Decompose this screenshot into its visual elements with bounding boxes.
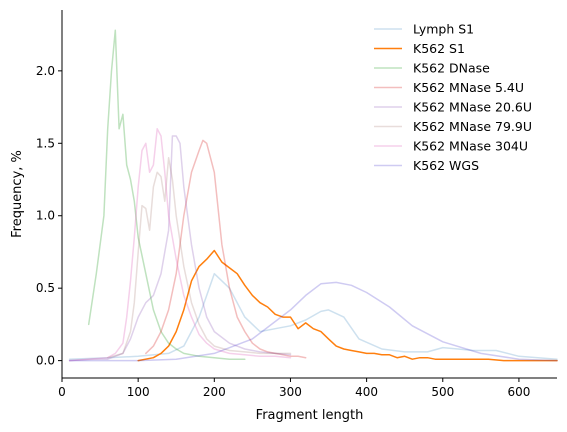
legend-label: K562 S1 bbox=[413, 41, 465, 56]
y-axis-label: Frequency, % bbox=[10, 150, 25, 238]
series-line-lymph-s1 bbox=[68, 272, 558, 360]
series-line-k562-mnase-79-9u bbox=[106, 157, 292, 359]
legend-label: K562 MNase 79.9U bbox=[413, 119, 532, 134]
y-tick-label: 0.0 bbox=[36, 354, 55, 368]
x-tick-label: 600 bbox=[507, 385, 530, 399]
y-tick-label: 1.0 bbox=[36, 209, 55, 223]
y-tick-label: 0.5 bbox=[36, 281, 55, 295]
legend: Lymph S1 K562 S1 K562 DNase K562 MNase 5.4U… bbox=[374, 22, 532, 173]
legend-label: K562 MNase 5.4U bbox=[413, 80, 524, 95]
x-tick-label: 0 bbox=[58, 385, 66, 399]
series-line-k562-wgs bbox=[68, 281, 558, 362]
y-ticks: 0.0 0.5 1.0 1.5 2.0 bbox=[36, 64, 62, 368]
series-line-k562-dnase bbox=[87, 29, 246, 360]
x-axis-label: Fragment length bbox=[256, 408, 364, 423]
legend-label: Lymph S1 bbox=[413, 22, 474, 37]
x-tick-label: 200 bbox=[203, 385, 226, 399]
x-tick-label: 400 bbox=[355, 385, 378, 399]
series-line-k562-mnase-304u bbox=[68, 128, 292, 362]
series-lines bbox=[68, 29, 558, 362]
y-tick-label: 1.5 bbox=[36, 136, 55, 150]
series-line-k562-mnase-20-6u bbox=[68, 135, 292, 362]
legend-label: K562 WGS bbox=[413, 158, 479, 173]
x-ticks: 0 100 200 300 400 500 600 bbox=[58, 378, 530, 399]
x-tick-label: 300 bbox=[279, 385, 302, 399]
x-tick-label: 500 bbox=[431, 385, 454, 399]
series-line-k562-mnase-5-4u bbox=[145, 139, 307, 359]
legend-label: K562 MNase 20.6U bbox=[413, 100, 532, 115]
legend-label: K562 MNase 304U bbox=[413, 139, 528, 154]
series-line-k562-s1 bbox=[137, 249, 558, 362]
y-tick-label: 2.0 bbox=[36, 64, 55, 78]
legend-label: K562 DNase bbox=[413, 61, 490, 76]
x-tick-label: 100 bbox=[127, 385, 150, 399]
